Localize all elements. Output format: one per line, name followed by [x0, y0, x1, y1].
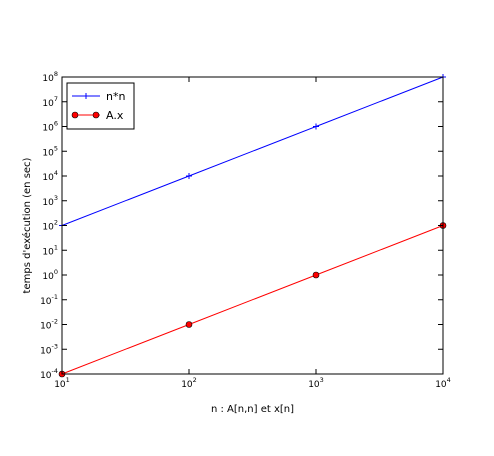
x-axis-label: n : A[n,n] et x[n]: [211, 404, 294, 415]
legend-marker-a-x-left: [71, 111, 79, 119]
y-tick-label: 108: [42, 70, 58, 84]
y-axis-label: temps d'exécution (en sec): [21, 157, 33, 293]
y-tick-label: 107: [42, 95, 58, 109]
y-tick-label: 100: [42, 268, 58, 282]
ticks-layer: 101 102 103 104 10-4 10-3 10-2 10-1 100 101 102 103…: [40, 70, 451, 390]
y-tick-label: 103: [42, 194, 58, 208]
y-tick-label: 10-3: [40, 342, 58, 356]
y-tick-label: 10-2: [40, 318, 58, 332]
y-tick-label: 10-1: [40, 293, 58, 307]
legend-marker-n-n: [83, 93, 89, 99]
y-tick-label: 105: [42, 144, 58, 158]
x-tick-label: 104: [435, 376, 451, 390]
series-line-a-x: [61, 225, 444, 375]
legend-label-n-n: n*n: [106, 90, 125, 103]
y-tick-label: 106: [42, 120, 58, 134]
legend-marker-a-x-right: [92, 111, 100, 119]
legend: n*n A.x: [66, 82, 135, 130]
y-tick-label: 10-4: [40, 367, 58, 381]
y-tick-label: 101: [42, 243, 58, 257]
data-point-n-n: [186, 173, 192, 179]
legend-box: [66, 82, 135, 130]
y-tick-label: 104: [42, 169, 58, 183]
legend-label-a-x: A.x: [106, 109, 124, 122]
data-point-a-x: [312, 271, 320, 279]
y-tick-label: 102: [42, 219, 58, 233]
x-tick-label: 103: [308, 376, 324, 390]
series-line-n-n: [61, 76, 444, 226]
x-tick-label: 102: [181, 376, 197, 390]
data-point-a-x: [185, 321, 193, 328]
data-point-n-n: [313, 123, 319, 130]
x-tick-label: 101: [54, 376, 70, 390]
